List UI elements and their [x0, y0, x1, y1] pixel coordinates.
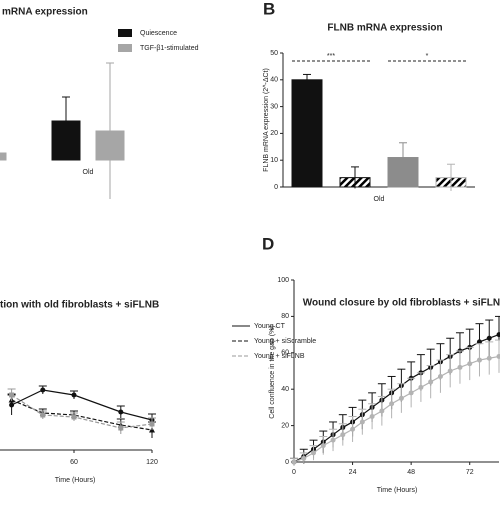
marker	[477, 358, 482, 363]
y-tick-label: 50	[270, 50, 278, 57]
marker	[331, 438, 336, 443]
chart-title: FLNB mRNA expression	[327, 23, 442, 34]
marker	[428, 379, 433, 384]
y-axis-label: Cell confluence in the gap (%)	[269, 325, 276, 418]
marker	[438, 374, 443, 379]
x-tick-label: 48	[407, 469, 415, 476]
x-tick-label: Old	[374, 196, 385, 203]
marker	[72, 393, 77, 398]
legend-swatch	[118, 44, 132, 52]
x-tick-label: 24	[349, 469, 357, 476]
y-tick-label: 0	[285, 459, 289, 466]
y-axis-label: FLNB mRNA expression (2^-ΔCt)	[263, 68, 270, 172]
marker	[150, 422, 155, 427]
y-tick-label: 30	[270, 103, 278, 110]
x-tick-label: 72	[466, 469, 474, 476]
marker	[487, 356, 492, 361]
x-tick-label: 120	[146, 459, 158, 466]
legend-swatch	[118, 29, 132, 37]
significance-label: *	[426, 53, 429, 60]
bar	[0, 153, 6, 160]
legend-label: TGF-β1-stimulated	[140, 45, 199, 52]
panel-label: D	[262, 234, 274, 253]
marker	[118, 426, 123, 431]
legend-label: Quiescence	[140, 30, 177, 37]
legend-label: Young + siFLNB	[254, 353, 305, 360]
x-axis-label: Time (Hours)	[377, 487, 418, 494]
marker	[497, 332, 500, 337]
marker	[370, 414, 375, 419]
marker	[399, 396, 404, 401]
y-tick-label: 60	[281, 350, 289, 357]
marker	[379, 409, 384, 414]
marker	[409, 390, 414, 395]
marker	[360, 419, 365, 424]
marker	[467, 361, 472, 366]
marker	[40, 388, 45, 393]
y-tick-label: 0	[274, 184, 278, 191]
y-tick-label: 100	[277, 277, 289, 284]
y-tick-label: 40	[270, 77, 278, 84]
marker	[457, 365, 462, 370]
x-tick-label: 60	[70, 459, 78, 466]
chart-title: tion with old fibroblasts + siFLNB	[0, 300, 159, 311]
chart-title: Wound closure by old fibroblasts + siFLN…	[303, 298, 500, 309]
series-line	[12, 395, 152, 428]
x-tick-label: 0	[292, 469, 296, 476]
x-tick-label: Old	[83, 169, 94, 176]
legend-label: Young + siScramble	[254, 338, 316, 345]
marker	[389, 401, 394, 406]
marker	[350, 427, 355, 432]
y-tick-label: 40	[281, 386, 289, 393]
marker	[9, 393, 14, 398]
bar	[292, 80, 322, 187]
marker	[487, 336, 492, 341]
marker	[418, 385, 423, 390]
marker	[340, 432, 345, 437]
marker	[321, 443, 326, 448]
marker	[311, 450, 316, 455]
y-tick-label: 20	[281, 422, 289, 429]
x-axis-label: Time (Hours)	[55, 477, 96, 484]
marker	[448, 369, 453, 374]
significance-label: ***	[327, 53, 335, 60]
y-tick-label: 80	[281, 313, 289, 320]
series-line	[12, 390, 152, 420]
panel-label: B	[263, 0, 275, 18]
y-tick-label: 20	[270, 130, 278, 137]
marker	[40, 413, 45, 418]
marker	[292, 460, 297, 465]
chart-title: mRNA expression	[2, 7, 88, 18]
y-tick-label: 10	[270, 157, 278, 164]
marker	[497, 354, 500, 359]
marker	[118, 410, 123, 415]
marker	[301, 456, 306, 461]
marker	[72, 415, 77, 420]
